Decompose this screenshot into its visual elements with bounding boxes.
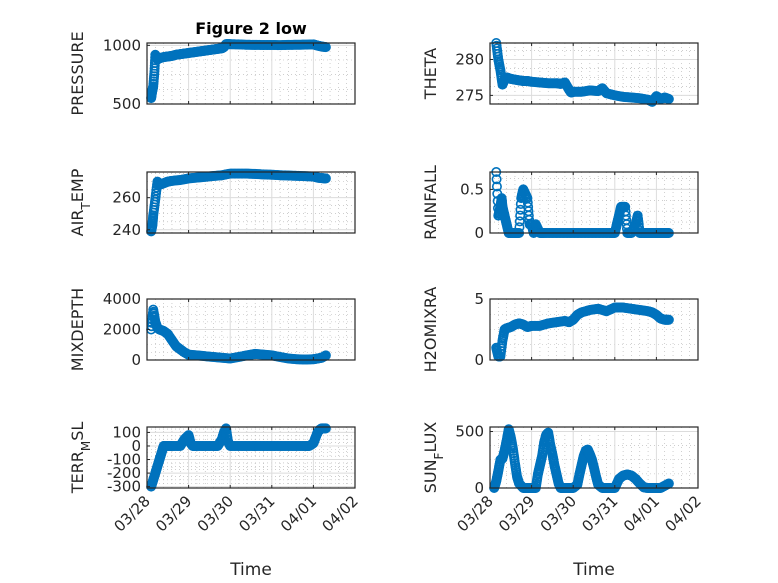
y-tick-label: 0: [474, 479, 484, 497]
y-tick-label: 500: [455, 423, 484, 441]
x-tick-label: 04/02: [319, 492, 362, 535]
y-axis-label: SUNFLUX: [421, 422, 446, 494]
y-tick-label: 5: [474, 290, 484, 308]
x-tick-label: 03/29: [152, 492, 195, 535]
y-tick-label: 0: [474, 351, 484, 369]
data-point: [320, 173, 331, 184]
axes-box: [489, 42, 699, 105]
chart-title: Figure 2 low: [195, 19, 307, 38]
axes-box: [489, 171, 699, 234]
x-tick-label: 03/31: [235, 492, 278, 535]
axes-box: [146, 426, 356, 489]
panel-pressure: 500 1000 PRESSURE: [68, 31, 356, 116]
y-axis-label: THETA: [421, 48, 440, 100]
y-tick-label: 260: [112, 189, 141, 207]
x-tick-label: 04/01: [277, 492, 320, 535]
y-tick-label: 240: [112, 221, 141, 239]
panel-rainfall: 0 0.5 RAINFALL: [421, 165, 699, 242]
series-air_temp: [146, 168, 331, 237]
x-tick-label: 04/02: [662, 492, 705, 535]
data-point: [663, 93, 674, 104]
x-tick-label: 03/28: [454, 492, 497, 535]
y-tick-label: -200: [107, 464, 141, 482]
y-tick-label: 0: [131, 351, 141, 369]
panel-theta: 275 280 THETA: [421, 37, 699, 107]
panel-air_temp: 240 260 AIRTEMP: [68, 168, 356, 239]
data-point: [514, 222, 525, 233]
series-theta: [491, 37, 674, 107]
panel-mixdepth: 0 2000 4000 MIXDEPTH: [68, 288, 356, 371]
y-tick-label: 4000: [103, 290, 141, 308]
y-tick-label: 500: [112, 95, 141, 113]
data-point: [491, 181, 502, 192]
series-h2omixra: [491, 302, 674, 362]
y-tick-label: 0: [474, 224, 484, 242]
series-pressure: [146, 39, 331, 104]
axes-background: [147, 427, 355, 488]
axes-box: [489, 426, 699, 489]
data-point: [491, 174, 502, 185]
data-point: [514, 216, 525, 227]
axes-box: [146, 42, 356, 105]
y-axis-label: TERRMSL: [68, 422, 93, 495]
x-axis-label: Time: [572, 560, 615, 580]
x-tick-label: 03/29: [495, 492, 538, 535]
y-tick-label: -300: [107, 478, 141, 496]
data-point: [320, 423, 331, 434]
y-tick-label: 0: [131, 437, 141, 455]
x-tick-label: 03/31: [578, 492, 621, 535]
y-tick-label: 0.5: [460, 180, 484, 198]
x-tick-label: 03/28: [111, 492, 154, 535]
axes-box: [146, 171, 356, 234]
y-tick-label: 1000: [103, 36, 141, 54]
y-tick-label: 275: [455, 86, 484, 104]
data-point: [663, 314, 674, 325]
y-tick-label: 100: [112, 423, 141, 441]
series-mixdepth: [146, 304, 331, 365]
x-tick-label: 04/01: [620, 492, 663, 535]
y-axis-label: H2OMIXRA: [421, 287, 440, 373]
y-axis-label: PRESSURE: [68, 31, 87, 115]
y-axis-label: AIRTEMP: [68, 168, 93, 236]
panel-h2omixra: 0 5 H2OMIXRA: [421, 287, 699, 373]
x-axis-label: Time: [229, 560, 272, 580]
y-axis-label: RAINFALL: [421, 165, 440, 240]
y-tick-label: 280: [455, 51, 484, 69]
y-axis-label: MIXDEPTH: [68, 288, 87, 371]
y-tick-label: 2000: [103, 321, 141, 339]
y-tick-label: -100: [107, 451, 141, 469]
axes-box: [489, 298, 699, 361]
x-tick-label: 03/30: [194, 492, 237, 535]
x-tick-label: 03/30: [537, 492, 580, 535]
